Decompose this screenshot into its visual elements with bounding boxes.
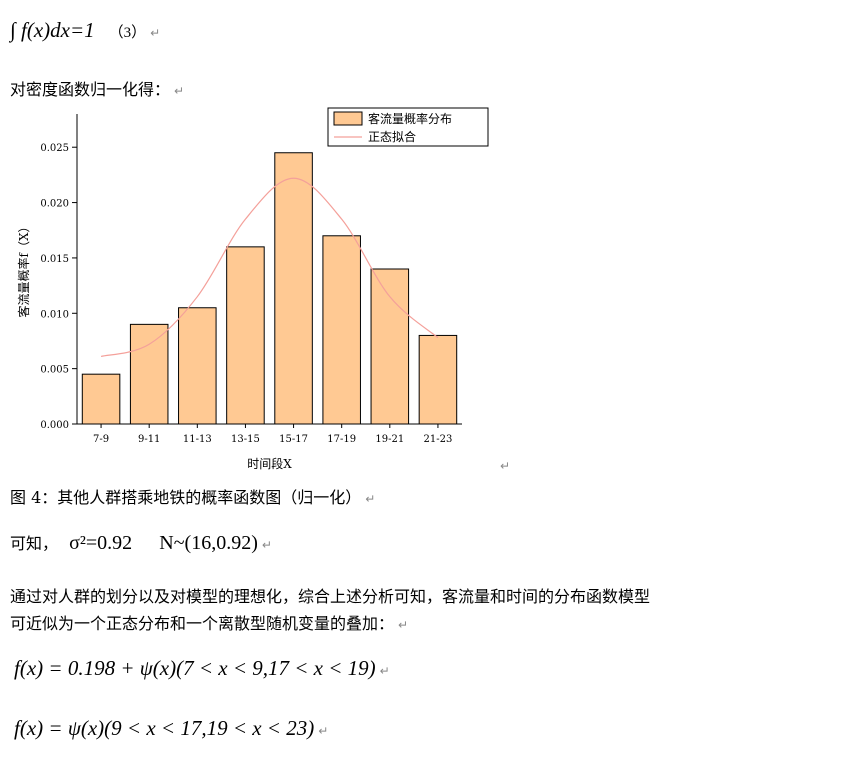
knowable-prefix: 可知，	[10, 534, 59, 553]
paragraph-conclusion-line2: 可近似为一个正态分布和一个离散型随机变量的叠加： ↵	[10, 610, 408, 634]
figure-caption-text: 图 4：其他人群搭乘地铁的概率函数图（归一化）	[10, 488, 362, 507]
return-mark-icon: ↵	[365, 492, 376, 506]
x-tick-label: 7-9	[93, 434, 109, 445]
chart-return-mark: ↵	[496, 455, 510, 474]
paragraph-conclusion-line1: 通过对人群的划分以及对模型的理想化，综合上述分析可知，客流量和时间的分布函数模型	[10, 583, 650, 607]
figure-caption: 图 4：其他人群搭乘地铁的概率函数图（归一化） ↵	[10, 484, 375, 508]
formula-1: f(x) = 0.198 + ψ(x)(7 < x < 9,17 < x < 1…	[14, 656, 390, 681]
conclusion-line1-text: 通过对人群的划分以及对模型的理想化，综合上述分析可知，客流量和时间的分布函数模型	[10, 587, 651, 606]
legend-swatch-bar	[333, 111, 363, 126]
y-tick-label: 0.015	[40, 254, 69, 265]
return-mark-icon: ↵	[261, 538, 272, 552]
bar	[129, 323, 169, 425]
x-tick-label: 15-17	[279, 434, 308, 445]
x-tick-label: 17-19	[327, 434, 356, 445]
equation-3-number: （3）	[108, 25, 147, 41]
x-tick-label: 9-11	[138, 434, 160, 445]
return-mark-icon: ↵	[174, 84, 185, 98]
x-tick-label: 13-15	[231, 434, 260, 445]
legend-label-line: 正态拟合	[368, 129, 416, 144]
y-tick-label: 0.025	[40, 143, 69, 154]
formula-1-text: f(x) = 0.198 + ψ(x)(7 < x < 9,17 < x < 1…	[14, 656, 376, 680]
y-tick-label: 0.005	[40, 365, 69, 376]
sigma-squared: σ²=0.92	[69, 532, 133, 554]
conclusion-line2-text: 可近似为一个正态分布和一个离散型随机变量的叠加：	[10, 614, 395, 633]
x-tick-label: 21-23	[424, 434, 453, 445]
y-tick-label: 0.010	[40, 309, 69, 320]
x-tick-label: 19-21	[375, 434, 404, 445]
x-tick-label: 11-13	[183, 434, 212, 445]
y-tick-label: 0.000	[40, 420, 69, 431]
bar	[322, 235, 361, 425]
formula-2-text: f(x) = ψ(x)(9 < x < 17,19 < x < 23)	[14, 716, 315, 740]
normal-fit-line	[100, 177, 439, 358]
bar	[178, 307, 217, 425]
return-mark-icon: ↵	[379, 664, 390, 678]
bar	[418, 334, 458, 425]
bar	[370, 268, 410, 425]
return-mark-icon: ↵	[500, 459, 511, 473]
y-axis-title: 客流量概率f（X）	[16, 221, 31, 318]
legend-box	[327, 107, 489, 147]
return-mark-icon: ↵	[318, 724, 329, 738]
equation-3-text: ∫ f(x)dx=1	[10, 18, 95, 42]
formula-2: f(x) = ψ(x)(9 < x < 17,19 < x < 23) ↵	[14, 716, 328, 741]
return-mark-icon: ↵	[398, 618, 409, 632]
equation-3: ∫ f(x)dx=1 （3） ↵	[10, 18, 160, 43]
paragraph-knowable: 可知， σ²=0.92 N~(16,0.92) ↵	[10, 530, 272, 555]
bar	[274, 152, 313, 425]
x-axis-title: 时间段X	[247, 456, 292, 471]
legend-label-bar: 客流量概率分布	[368, 111, 452, 126]
normal-distribution: N~(16,0.92)	[159, 532, 258, 554]
return-mark-icon: ↵	[150, 26, 161, 40]
bar	[81, 373, 121, 425]
paragraph-normalize: 对密度函数归一化得： ↵	[10, 76, 184, 100]
probability-chart: 0.000 0.005 0.010 0.015 0.020 0.025 7-9 9-11 11-…	[16, 107, 489, 471]
paragraph-normalize-text: 对密度函数归一化得：	[10, 80, 171, 99]
y-tick-label: 0.020	[40, 199, 69, 210]
bar	[226, 246, 265, 425]
